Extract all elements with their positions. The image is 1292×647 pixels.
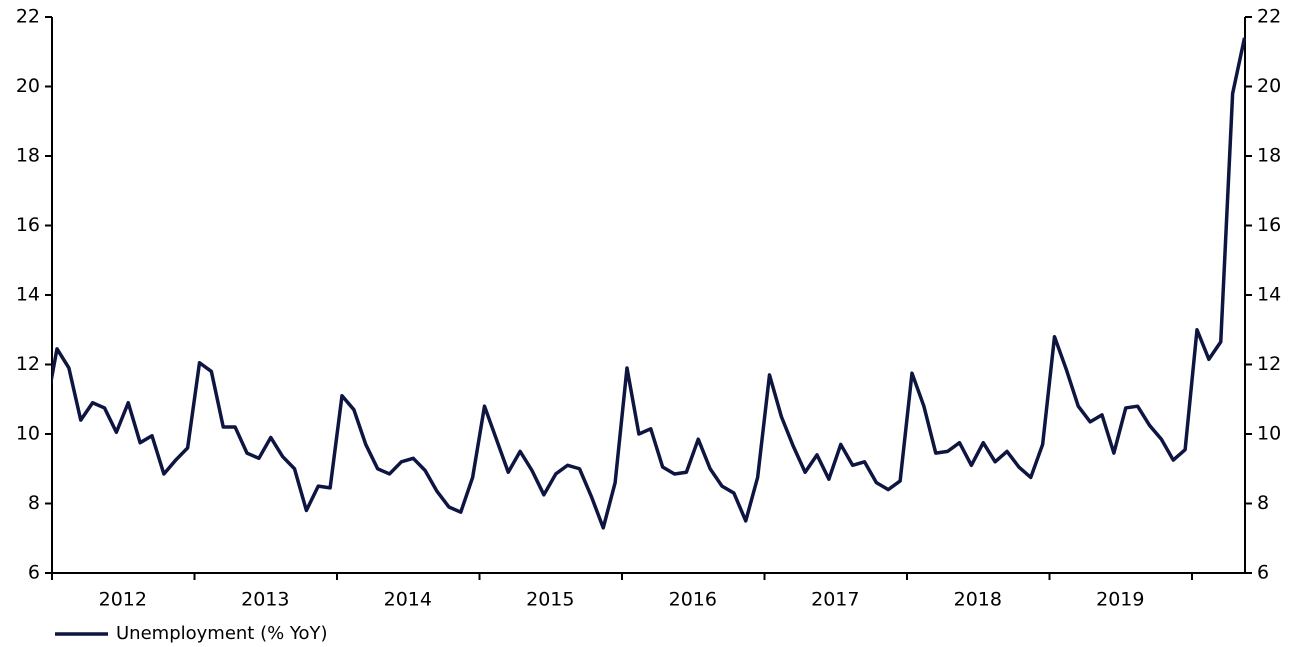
y-tick-label: 12 — [16, 353, 40, 375]
y2-tick-label: 22 — [1257, 6, 1281, 28]
y-tick-label: 16 — [16, 214, 40, 236]
x-tick-label: 2015 — [526, 589, 574, 611]
x-tick-label: 2018 — [954, 589, 1002, 611]
y2-tick-label: 14 — [1257, 284, 1281, 306]
x-tick-label: 2012 — [99, 589, 147, 611]
y-tick-label: 22 — [16, 6, 40, 28]
x-tick-label: 2016 — [669, 589, 717, 611]
y2-tick-label: 20 — [1257, 75, 1281, 97]
y-tick-label: 20 — [16, 75, 40, 97]
y2-tick-label: 10 — [1257, 423, 1281, 445]
y-tick-label: 18 — [16, 145, 40, 167]
legend-label: Unemployment (% YoY) — [116, 623, 328, 644]
y-tick-label: 14 — [16, 284, 40, 306]
y2-tick-label: 12 — [1257, 353, 1281, 375]
x-tick-label: 2017 — [811, 589, 859, 611]
x-tick-label: 2013 — [241, 589, 289, 611]
x-tick-label: 2014 — [384, 589, 432, 611]
y-tick-label: 10 — [16, 423, 40, 445]
line-series — [52, 37, 1246, 530]
y2-tick-label: 6 — [1257, 562, 1269, 584]
y2-tick-label: 18 — [1257, 145, 1281, 167]
y2-tick-label: 16 — [1257, 214, 1281, 236]
plot-area — [52, 37, 1246, 530]
y2-tick-label: 8 — [1257, 492, 1269, 514]
x-tick-label: 2019 — [1096, 589, 1144, 611]
y-tick-label: 8 — [28, 492, 40, 514]
y-tick-label: 6 — [28, 562, 40, 584]
